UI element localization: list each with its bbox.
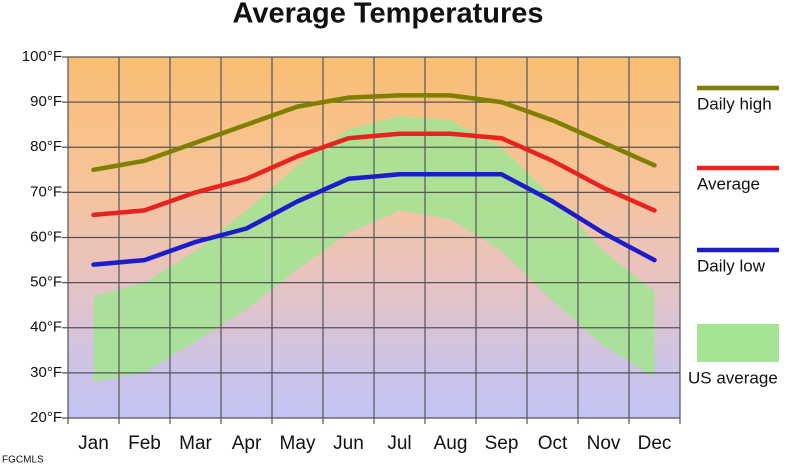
x-tick-label: Oct: [538, 433, 568, 454]
y-tick-label: 80°F: [30, 138, 62, 155]
y-tick-label: 70°F: [30, 183, 62, 200]
y-tick-label: 60°F: [30, 228, 62, 245]
legend-label: Daily low: [697, 256, 766, 275]
chart-title: Average Temperatures: [232, 0, 543, 30]
x-tick-label: Dec: [638, 433, 672, 454]
y-tick-label: 50°F: [30, 274, 62, 291]
legend-label: Average: [697, 174, 760, 193]
x-tick-label: Apr: [232, 433, 262, 454]
legend-swatch: [697, 324, 779, 362]
x-tick-label: Jan: [78, 433, 109, 454]
line: [91, 131, 657, 218]
x-tick-label: Mar: [179, 433, 212, 454]
legend-label: US average: [688, 368, 778, 387]
x-tick-label: Aug: [434, 433, 468, 454]
y-tick-label: 100°F: [22, 48, 62, 65]
x-tick-label: Jul: [387, 433, 411, 454]
y-tick-label: 30°F: [30, 364, 62, 381]
y-tick-label: 20°F: [30, 409, 62, 426]
watermark: FGCMLS: [2, 455, 44, 466]
x-tick-label: Nov: [587, 433, 621, 454]
y-tick-label: 90°F: [30, 93, 62, 110]
legend-label: Daily high: [697, 94, 772, 113]
x-tick-label: May: [280, 433, 316, 454]
x-tick-label: Jun: [333, 433, 364, 454]
x-tick-label: Feb: [128, 433, 161, 454]
x-tick-label: Sep: [485, 433, 519, 454]
y-tick-label: 40°F: [30, 319, 62, 336]
line: [91, 93, 657, 173]
line: [91, 172, 657, 267]
